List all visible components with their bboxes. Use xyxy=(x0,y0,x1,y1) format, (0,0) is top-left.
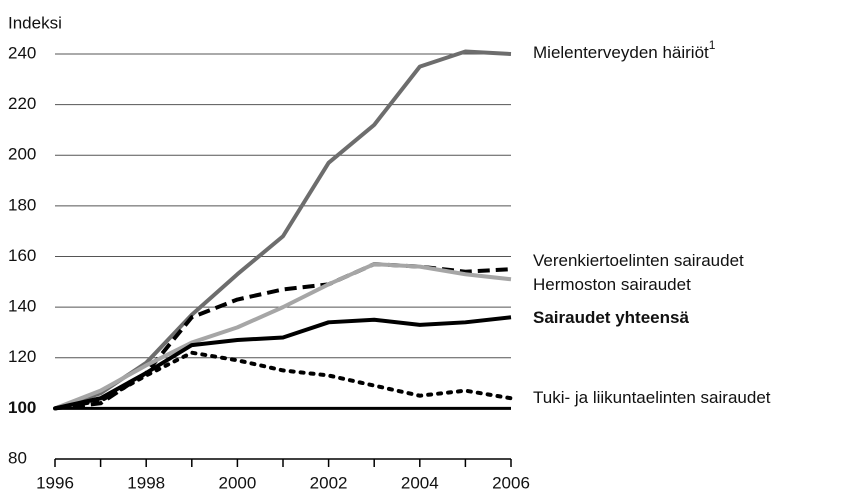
legend-label: Sairaudet yhteensä xyxy=(533,308,689,327)
legend-label: Mielenterveyden häiriöt1 xyxy=(533,38,716,62)
x-tick-label: 1998 xyxy=(127,473,165,492)
x-tick-label: 2006 xyxy=(492,473,530,492)
legend-label: Verenkiertoelinten sairaudet xyxy=(533,251,744,270)
legend-name: Mielenterveyden häiriöt xyxy=(533,43,709,62)
y-tick-label: 140 xyxy=(8,297,36,316)
legend-label: Hermoston sairaudet xyxy=(533,275,691,294)
series-line xyxy=(54,262,512,411)
y-tick-label: 220 xyxy=(8,94,36,113)
series-line xyxy=(53,350,513,411)
x-tick-label: 2000 xyxy=(218,473,256,492)
legend-name: Sairaudet yhteensä xyxy=(533,308,689,327)
y-tick-label: 240 xyxy=(8,43,36,62)
legend-name: Tuki- ja liikuntaelinten sairaudet xyxy=(533,388,771,407)
x-tick-label: 2002 xyxy=(310,473,348,492)
legend-note: 1 xyxy=(709,38,716,52)
y-tick-label: 100 xyxy=(8,398,36,417)
series-line xyxy=(54,315,512,411)
x-tick-label: 2004 xyxy=(401,473,439,492)
y-axis-label: Indeksi xyxy=(8,13,62,32)
x-tick-label: 1996 xyxy=(36,473,74,492)
y-tick-label: 120 xyxy=(8,347,36,366)
legend-name: Hermoston sairaudet xyxy=(533,275,691,294)
legend-label: Tuki- ja liikuntaelinten sairaudet xyxy=(533,388,771,407)
y-tick-label: 160 xyxy=(8,246,36,265)
y-tick-label: 80 xyxy=(8,448,27,467)
y-tick-label: 180 xyxy=(8,195,36,214)
legend-name: Verenkiertoelinten sairaudet xyxy=(533,251,744,270)
y-tick-label: 200 xyxy=(8,145,36,164)
